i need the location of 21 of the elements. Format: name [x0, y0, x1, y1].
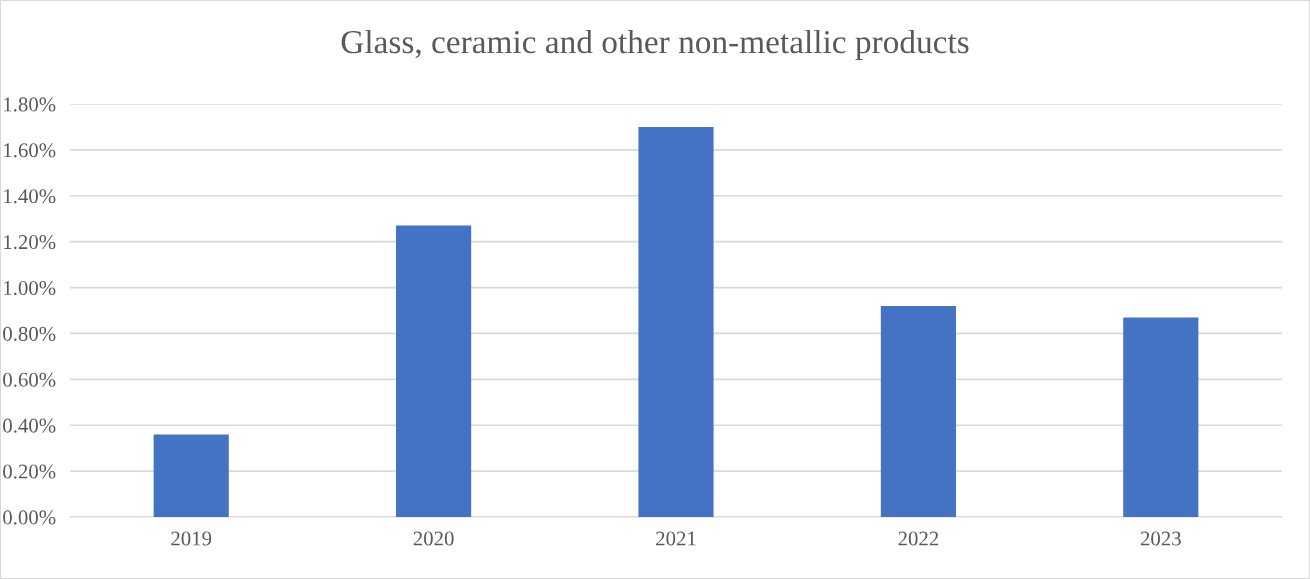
bar [153, 434, 229, 517]
chart-title: Glass, ceramic and other non-metallic products [341, 29, 969, 61]
y-tick-label: 1.20% [4, 235, 56, 250]
y-tick-label: 1.00% [4, 280, 56, 296]
y-tick-label: 1.80% [4, 97, 56, 112]
x-tick-label: 2022 [898, 531, 939, 546]
y-tick-label: 0.20% [3, 464, 56, 479]
x-tick-label: 2019 [171, 531, 212, 546]
y-tick-label: 0.60% [3, 372, 56, 387]
x-tick-label: 2020 [413, 531, 454, 546]
y-tick-label: 0.80% [3, 326, 56, 341]
bar [1123, 317, 1199, 517]
x-tick-label: 2023 [1140, 531, 1181, 546]
bar [638, 126, 714, 517]
x-tick-label: 2021 [656, 531, 696, 546]
y-tick-label: 0.40% [3, 418, 56, 433]
y-tick-label: 0.00% [3, 510, 56, 525]
bar [880, 305, 956, 517]
bar [396, 225, 472, 517]
y-tick-label: 1.40% [4, 189, 56, 204]
y-tick-label: 1.60% [4, 143, 56, 158]
